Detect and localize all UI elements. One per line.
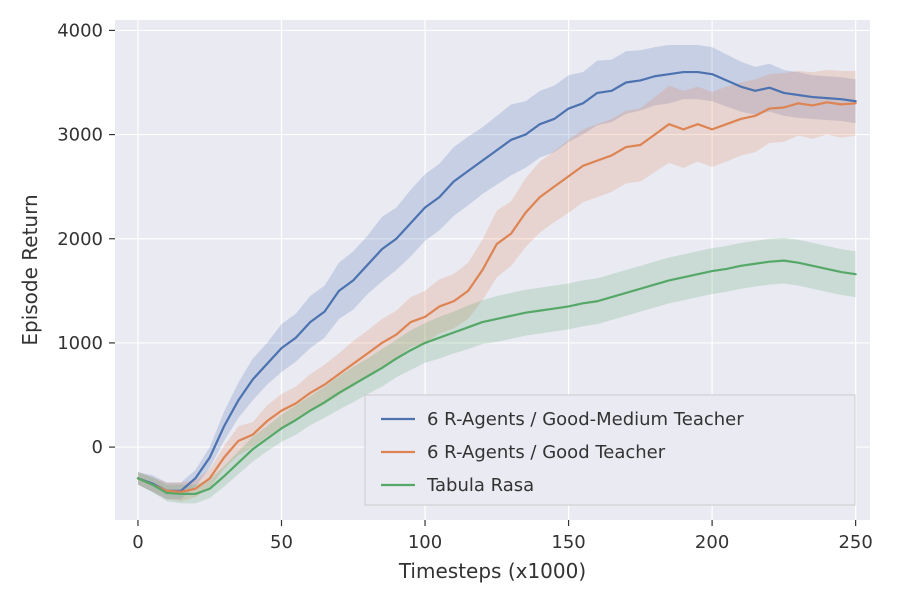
x-tick-label: 50 <box>270 532 293 553</box>
x-tick-label: 200 <box>695 532 729 553</box>
episode-return-chart: 0 50 100 150 200 250 0 1000 2000 3000 4000 Timestep… <box>0 0 900 600</box>
chart-container: 0 50 100 150 200 250 0 1000 2000 3000 4000 Timestep… <box>0 0 900 600</box>
legend-label-good: 6 R-Agents / Good Teacher <box>427 442 666 463</box>
legend-label-tabula_rasa: Tabula Rasa <box>426 475 534 496</box>
y-tick-label: 1000 <box>57 333 103 354</box>
y-tick-label: 0 <box>92 437 103 458</box>
legend: 6 R-Agents / Good-Medium Teacher 6 R-Agen… <box>365 395 855 505</box>
y-tick-label: 2000 <box>57 229 103 250</box>
x-tick-label: 0 <box>132 532 143 553</box>
x-tick-label: 100 <box>408 532 442 553</box>
legend-label-good_medium: 6 R-Agents / Good-Medium Teacher <box>427 409 744 430</box>
y-tick-label: 3000 <box>57 125 103 146</box>
x-axis-label: Timesteps (x1000) <box>398 559 586 583</box>
x-tick-label: 250 <box>838 532 872 553</box>
y-axis-label: Episode Return <box>18 194 42 345</box>
x-tick-label: 150 <box>551 532 585 553</box>
y-tick-label: 4000 <box>57 20 103 41</box>
